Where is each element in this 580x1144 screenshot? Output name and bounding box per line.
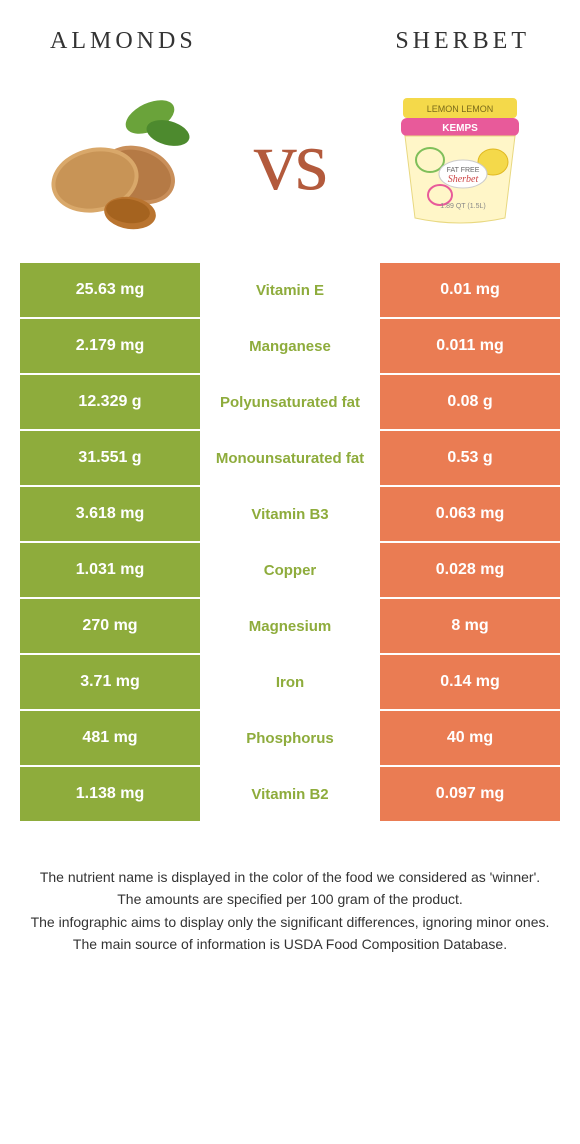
right-value: 0.028 mg (380, 543, 560, 597)
right-food-title: Sherbet (395, 28, 530, 55)
svg-text:LEMON LEMON: LEMON LEMON (427, 104, 494, 114)
nutrient-name: Vitamin E (200, 263, 380, 317)
images-row: vs LEMON LEMON KEMPS FAT FREE Sherbet (0, 67, 580, 263)
nutrient-name: Phosphorus (200, 711, 380, 765)
nutrient-row: 31.551 gMonounsaturated fat0.53 g (20, 431, 560, 487)
svg-text:Sherbet: Sherbet (448, 174, 479, 185)
sherbet-icon: LEMON LEMON KEMPS FAT FREE Sherbet 1.89 … (385, 90, 535, 230)
footer-line-3: The infographic aims to display only the… (28, 912, 552, 932)
left-value: 25.63 mg (20, 263, 200, 317)
right-value: 0.097 mg (380, 767, 560, 821)
left-value: 31.551 g (20, 431, 200, 485)
right-value: 0.063 mg (380, 487, 560, 541)
left-value: 2.179 mg (20, 319, 200, 373)
left-value: 3.71 mg (20, 655, 200, 709)
nutrient-row: 12.329 gPolyunsaturated fat0.08 g (20, 375, 560, 431)
svg-text:KEMPS: KEMPS (442, 123, 478, 134)
left-food-title: Almonds (50, 28, 197, 55)
nutrient-row: 270 mgMagnesium8 mg (20, 599, 560, 655)
right-value: 8 mg (380, 599, 560, 653)
right-value: 0.01 mg (380, 263, 560, 317)
left-value: 12.329 g (20, 375, 200, 429)
almonds-image (40, 85, 200, 235)
left-value: 3.618 mg (20, 487, 200, 541)
nutrient-row: 481 mgPhosphorus40 mg (20, 711, 560, 767)
infographic-container: Almonds Sherbet vs (0, 0, 580, 954)
nutrient-row: 3.71 mgIron0.14 mg (20, 655, 560, 711)
nutrient-row: 25.63 mgVitamin E0.01 mg (20, 263, 560, 319)
left-value: 481 mg (20, 711, 200, 765)
header: Almonds Sherbet (0, 0, 580, 67)
footer-line-1: The nutrient name is displayed in the co… (28, 867, 552, 887)
left-value: 270 mg (20, 599, 200, 653)
nutrient-name: Vitamin B3 (200, 487, 380, 541)
nutrient-row: 2.179 mgManganese0.011 mg (20, 319, 560, 375)
footer-line-2: The amounts are specified per 100 gram o… (28, 889, 552, 909)
sherbet-image: LEMON LEMON KEMPS FAT FREE Sherbet 1.89 … (380, 85, 540, 235)
almonds-icon (40, 85, 200, 235)
right-value: 0.011 mg (380, 319, 560, 373)
nutrient-name: Copper (200, 543, 380, 597)
right-value: 0.08 g (380, 375, 560, 429)
footer-line-4: The main source of information is USDA F… (28, 934, 552, 954)
nutrient-name: Magnesium (200, 599, 380, 653)
nutrient-name: Monounsaturated fat (200, 431, 380, 485)
right-value: 0.53 g (380, 431, 560, 485)
nutrient-name: Polyunsaturated fat (200, 375, 380, 429)
right-value: 0.14 mg (380, 655, 560, 709)
svg-text:1.89 QT (1.5L): 1.89 QT (1.5L) (440, 203, 485, 210)
right-value: 40 mg (380, 711, 560, 765)
nutrient-row: 1.138 mgVitamin B20.097 mg (20, 767, 560, 823)
left-value: 1.031 mg (20, 543, 200, 597)
left-value: 1.138 mg (20, 767, 200, 821)
nutrient-name: Vitamin B2 (200, 767, 380, 821)
nutrient-name: Iron (200, 655, 380, 709)
nutrient-name: Manganese (200, 319, 380, 373)
vs-label: vs (254, 110, 326, 210)
nutrient-row: 3.618 mgVitamin B30.063 mg (20, 487, 560, 543)
footer-notes: The nutrient name is displayed in the co… (0, 823, 580, 954)
nutrient-row: 1.031 mgCopper0.028 mg (20, 543, 560, 599)
svg-text:FAT FREE: FAT FREE (447, 167, 480, 174)
nutrient-table: 25.63 mgVitamin E0.01 mg2.179 mgManganes… (20, 263, 560, 823)
